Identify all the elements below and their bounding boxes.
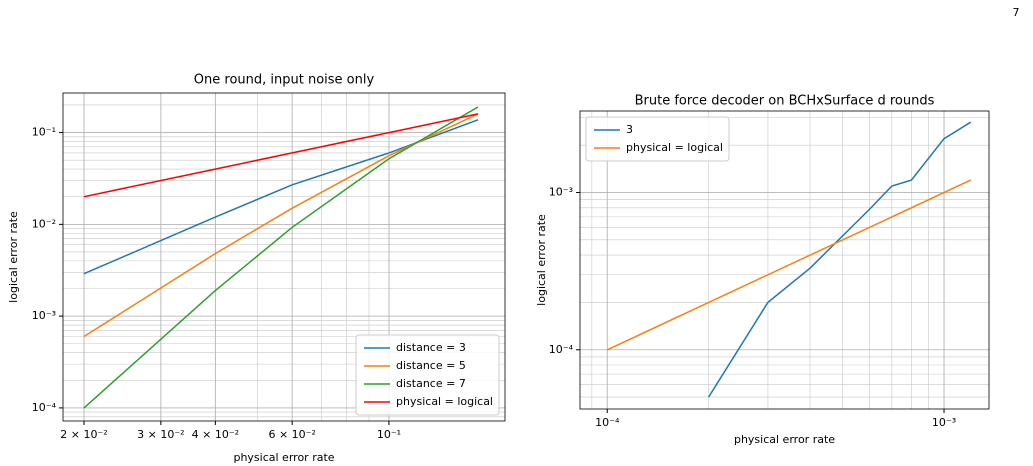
y-tick-label: 10⁻³ xyxy=(549,186,573,199)
y-tick-label: 10⁻⁴ xyxy=(32,401,57,414)
legend-label: 3 xyxy=(626,123,633,136)
x-axis-label: physical error rate xyxy=(734,433,835,446)
legend-item: distance = 3 xyxy=(364,341,466,354)
series-line xyxy=(83,106,479,409)
x-tick-label: 6 × 10⁻² xyxy=(268,428,315,441)
x-axis-label: physical error rate xyxy=(233,451,334,464)
x-tick-label: 2 × 10⁻² xyxy=(60,428,107,441)
page-number: 7 xyxy=(1013,6,1020,19)
series-line xyxy=(83,113,479,198)
plot-frame xyxy=(62,92,506,422)
series-line xyxy=(606,179,972,351)
x-tick-label: 3 × 10⁻² xyxy=(137,428,184,441)
legend: distance = 3 distance = 5 distance = 7 phys… xyxy=(355,334,500,416)
y-tick-label: 10⁻² xyxy=(32,217,56,230)
legend-box xyxy=(355,334,500,416)
legend-box xyxy=(585,116,730,162)
y-axis-label: logical error rate xyxy=(7,211,20,303)
legend-label: distance = 5 xyxy=(396,359,466,372)
x-tick-label: 4 × 10⁻² xyxy=(192,428,239,441)
y-tick-label: 10⁻³ xyxy=(32,309,56,322)
legend-label: distance = 7 xyxy=(396,377,466,390)
series-line xyxy=(83,113,479,338)
series-line xyxy=(707,121,972,398)
x-tick-label: 10⁻⁴ xyxy=(595,416,620,429)
legend-item: 3 xyxy=(594,123,633,136)
legend: 3 physical = logical xyxy=(585,116,730,162)
chart-title: Brute force decoder on BCHxSurface d rou… xyxy=(635,94,935,109)
x-tick-label: 10⁻³ xyxy=(932,416,956,429)
legend-item: distance = 5 xyxy=(364,359,466,372)
legend-label: distance = 3 xyxy=(396,341,466,354)
legend-item: physical = logical xyxy=(594,141,723,154)
legend-item: distance = 7 xyxy=(364,377,466,390)
plot-frame xyxy=(579,110,990,410)
x-tick-label: 10⁻¹ xyxy=(377,428,401,441)
legend-label: physical = logical xyxy=(626,141,723,154)
y-tick-label: 10⁻¹ xyxy=(32,126,56,139)
y-tick-label: 10⁻⁴ xyxy=(549,343,574,356)
legend-item: physical = logical xyxy=(364,395,493,408)
legend-label: physical = logical xyxy=(396,395,493,408)
y-axis-label: logical error rate xyxy=(535,214,548,306)
chart-title: One round, input noise only xyxy=(194,73,375,88)
